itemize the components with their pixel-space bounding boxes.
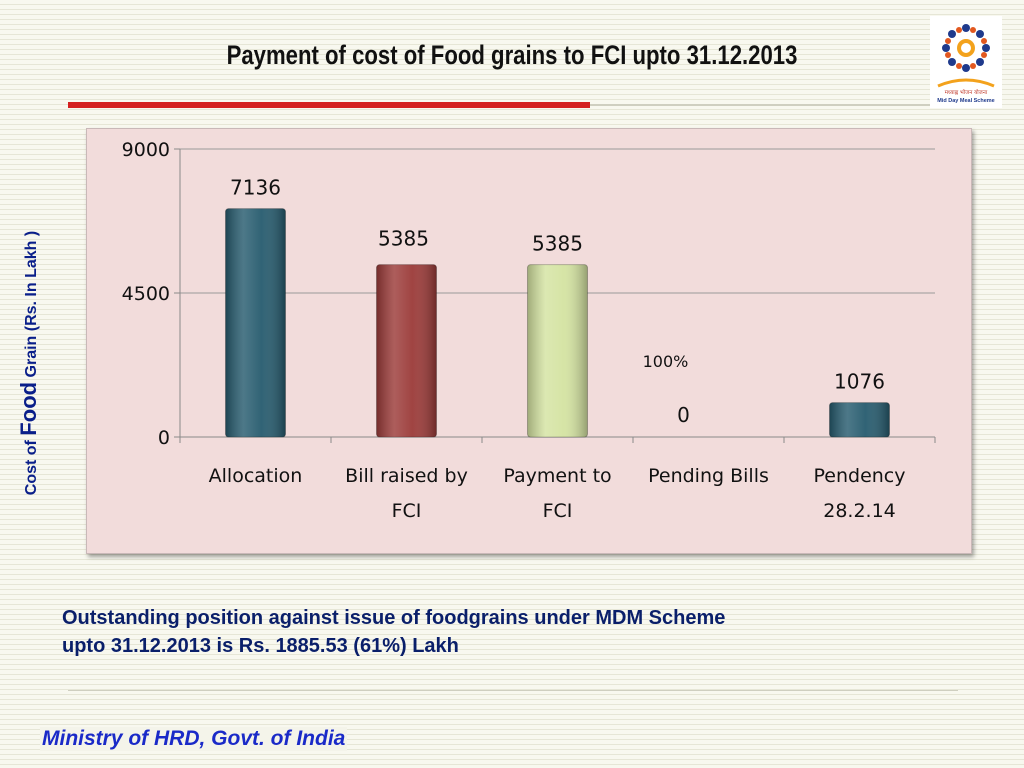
y-axis-label: Cost of Food Grain (Rs. In Lakh ) — [14, 173, 44, 553]
bar-chart: 0 4500 9000 7136 5385 5385 0 1076 100% Allocation… — [122, 139, 936, 522]
x-tick-label: FCI — [392, 500, 422, 522]
x-tick-label: Pending Bills — [648, 465, 769, 487]
y-axis-label-part3: Grain (Rs. In Lakh ) — [23, 230, 40, 382]
outstanding-note: Outstanding position against issue of fo… — [62, 604, 942, 660]
y-axis-label-part2: Food — [16, 381, 41, 436]
title-underline-gray — [590, 104, 930, 106]
chart-area: 0 4500 9000 7136 5385 5385 0 1076 100% Allocation… — [86, 128, 972, 554]
data-label: 1076 — [834, 370, 885, 394]
logo-emblem-icon — [937, 24, 995, 88]
data-label: 0 — [677, 403, 690, 427]
slide-title: Payment of cost of Food grains to FCI up… — [226, 40, 798, 70]
data-label: 7136 — [230, 176, 281, 200]
data-label: 5385 — [378, 227, 429, 251]
logo-text-hindi: मध्याह्न भोजन योजना — [945, 89, 988, 96]
y-axis-label-part1: Cost of — [23, 435, 40, 496]
mdm-logo: मध्याह्न भोजन योजना Mid Day Meal Scheme — [930, 16, 1002, 108]
bar-gloss — [527, 264, 588, 437]
y-tick-label: 4500 — [122, 283, 170, 305]
y-tick-label: 9000 — [122, 139, 170, 161]
y-tick-label: 0 — [158, 427, 170, 449]
note-line-2: upto 31.12.2013 is Rs. 1885.53 (61%) Lak… — [62, 635, 459, 657]
note-line-1: Outstanding position against issue of fo… — [62, 607, 726, 629]
x-tick-label: 28.2.14 — [823, 500, 896, 522]
logo-text-english: Mid Day Meal Scheme — [937, 98, 994, 104]
data-label: 5385 — [532, 232, 583, 256]
bar-gloss — [225, 208, 286, 437]
footer-divider — [68, 690, 958, 691]
x-tick-label: Allocation — [209, 465, 303, 487]
x-tick-label: Bill raised by — [345, 465, 468, 487]
x-tick-label: Pendency — [814, 465, 906, 487]
x-tick-label: FCI — [543, 500, 573, 522]
bar-gloss — [829, 402, 890, 437]
bar-gloss — [376, 264, 437, 437]
title-underline-red — [68, 102, 590, 108]
annotation-100-percent: 100% — [643, 352, 689, 371]
x-tick-label: Payment to — [503, 465, 611, 487]
footer-ministry: Ministry of HRD, Govt. of India — [40, 727, 348, 751]
